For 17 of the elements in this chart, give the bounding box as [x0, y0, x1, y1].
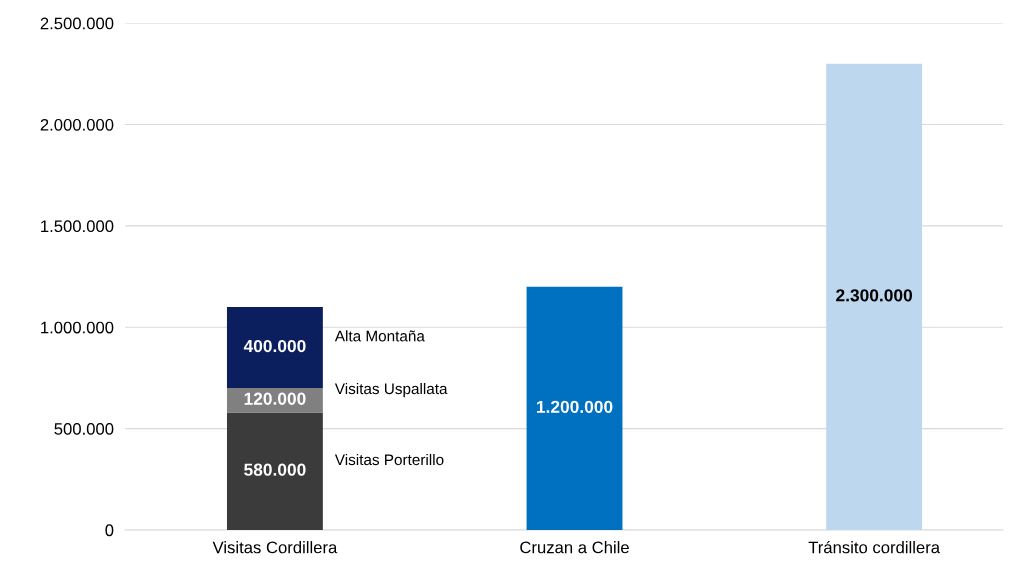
- data-label: 2.300.000: [836, 289, 913, 302]
- series-label: Visitas Porterillo: [334, 453, 444, 466]
- y-tick-label: 1.000.000: [41, 321, 114, 334]
- data-label: 120.000: [244, 392, 306, 405]
- data-label: 1.200.000: [537, 400, 613, 413]
- x-tick-label: Cruzan a Chile: [520, 541, 629, 554]
- x-tick-label: Visitas Cordillera: [212, 541, 338, 554]
- series-label: Alta Montaña: [334, 330, 425, 342]
- y-tick-label: 1.500.000: [41, 220, 114, 233]
- data-label: 400.000: [243, 339, 306, 353]
- data-label: 580.000: [244, 463, 306, 476]
- y-tick-label: 2.500.000: [40, 17, 114, 30]
- x-tick-label: Tránsito cordillera: [808, 540, 941, 554]
- y-tick-label: 500.000: [54, 423, 114, 435]
- series-label: Visitas Uspallata: [334, 382, 448, 398]
- y-tick-label: 2.000.000: [40, 118, 114, 131]
- y-tick-label: 0: [105, 524, 114, 537]
